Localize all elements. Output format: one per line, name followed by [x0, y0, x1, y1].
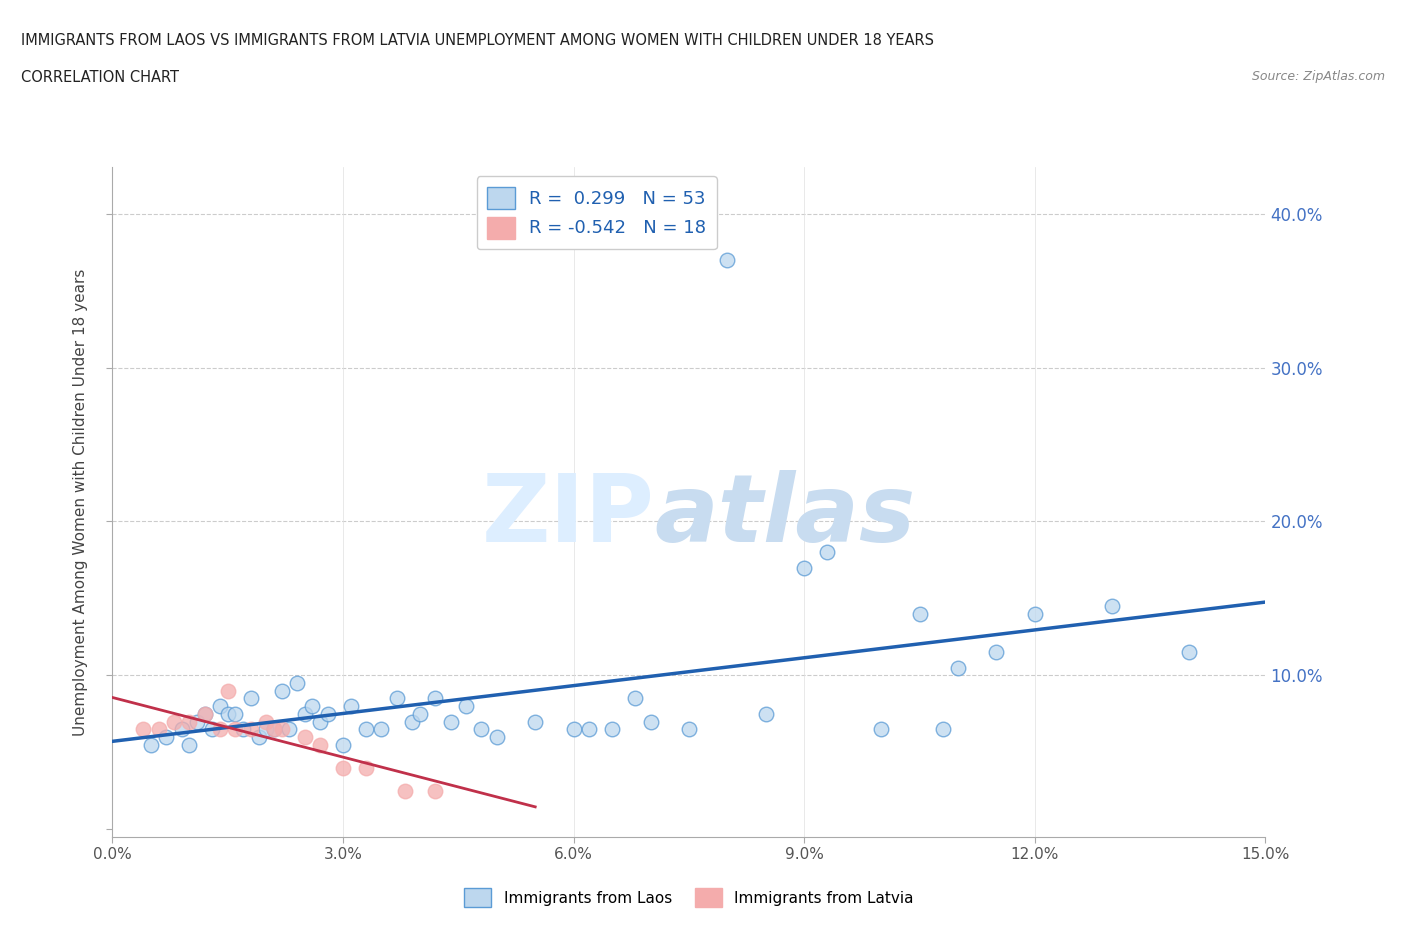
Point — [908, 606, 931, 621]
Point — [224, 707, 246, 722]
Point — [385, 691, 408, 706]
Text: atlas: atlas — [654, 470, 915, 562]
Point — [401, 714, 423, 729]
Point — [1177, 644, 1199, 659]
Point — [186, 714, 208, 729]
Point — [179, 737, 201, 752]
Point — [239, 691, 262, 706]
Point — [217, 684, 239, 698]
Point — [179, 714, 201, 729]
Point — [309, 714, 332, 729]
Point — [163, 714, 186, 729]
Point — [332, 761, 354, 776]
Point — [294, 729, 316, 744]
Point — [946, 660, 969, 675]
Point — [354, 761, 377, 776]
Point — [194, 707, 217, 722]
Point — [316, 707, 339, 722]
Point — [793, 560, 815, 575]
Point — [270, 722, 292, 737]
Point — [139, 737, 162, 752]
Point — [815, 545, 838, 560]
Text: IMMIGRANTS FROM LAOS VS IMMIGRANTS FROM LATVIA UNEMPLOYMENT AMONG WOMEN WITH CHI: IMMIGRANTS FROM LAOS VS IMMIGRANTS FROM … — [21, 33, 934, 47]
Point — [870, 722, 893, 737]
Point — [600, 722, 623, 737]
Point — [986, 644, 1008, 659]
Point — [194, 707, 217, 722]
Point — [1101, 599, 1123, 614]
Point — [201, 722, 224, 737]
Point — [755, 707, 778, 722]
Point — [425, 783, 447, 798]
Point — [409, 707, 432, 722]
Point — [301, 698, 323, 713]
Point — [309, 737, 332, 752]
Point — [716, 252, 738, 267]
Point — [263, 722, 285, 737]
Point — [485, 729, 508, 744]
Y-axis label: Unemployment Among Women with Children Under 18 years: Unemployment Among Women with Children U… — [73, 269, 89, 736]
Point — [578, 722, 600, 737]
Point — [470, 722, 492, 737]
Point — [931, 722, 953, 737]
Point — [148, 722, 170, 737]
Point — [270, 684, 292, 698]
Text: ZIP: ZIP — [481, 470, 654, 562]
Point — [170, 722, 193, 737]
Point — [332, 737, 354, 752]
Point — [285, 675, 308, 690]
Legend: R =  0.299   N = 53, R = -0.542   N = 18: R = 0.299 N = 53, R = -0.542 N = 18 — [477, 177, 717, 249]
Point — [132, 722, 155, 737]
Point — [254, 722, 277, 737]
Legend: Immigrants from Laos, Immigrants from Latvia: Immigrants from Laos, Immigrants from La… — [458, 883, 920, 913]
Point — [1024, 606, 1046, 621]
Point — [209, 698, 232, 713]
Point — [370, 722, 392, 737]
Point — [263, 722, 285, 737]
Point — [294, 707, 316, 722]
Point — [394, 783, 416, 798]
Point — [425, 691, 447, 706]
Text: CORRELATION CHART: CORRELATION CHART — [21, 70, 179, 85]
Point — [247, 729, 270, 744]
Point — [155, 729, 177, 744]
Text: Source: ZipAtlas.com: Source: ZipAtlas.com — [1251, 70, 1385, 83]
Point — [209, 722, 232, 737]
Point — [254, 714, 277, 729]
Point — [224, 722, 246, 737]
Point — [562, 722, 585, 737]
Point — [440, 714, 463, 729]
Point — [232, 722, 254, 737]
Point — [640, 714, 662, 729]
Point — [339, 698, 361, 713]
Point — [524, 714, 547, 729]
Point — [217, 707, 239, 722]
Point — [278, 722, 301, 737]
Point — [678, 722, 700, 737]
Point — [239, 722, 262, 737]
Point — [624, 691, 647, 706]
Point — [454, 698, 477, 713]
Point — [354, 722, 377, 737]
